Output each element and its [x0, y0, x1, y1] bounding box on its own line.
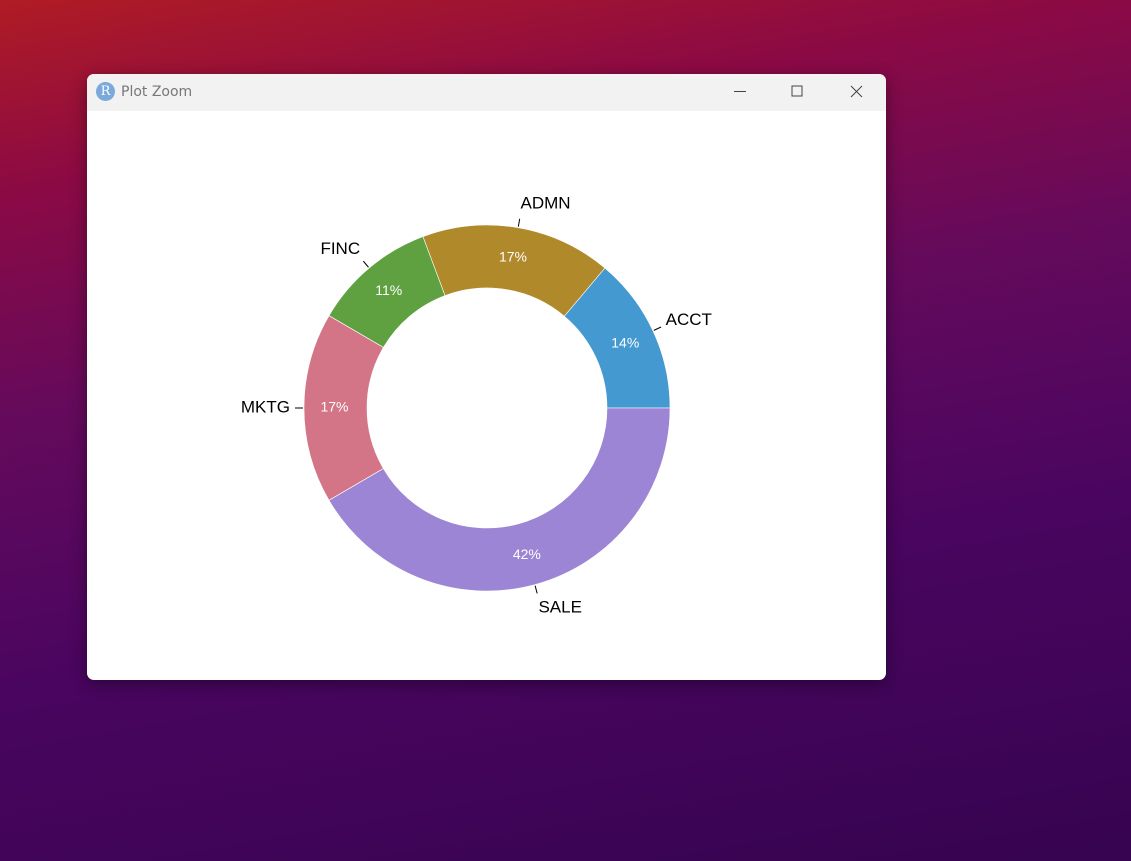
plot-window: R Plot Zoom 14% ACCT 17% ADMN 11% FINC 17% MKTG… — [87, 74, 886, 680]
value-label: 11% — [375, 282, 402, 298]
category-label: ACCT — [666, 310, 712, 329]
close-button[interactable] — [850, 85, 863, 98]
category-label: MKTG — [241, 397, 290, 416]
donut-slice — [328, 407, 671, 592]
value-label: 17% — [320, 399, 348, 415]
chart: 14% ACCT 17% ADMN 11% FINC 17% MKTG 42% SALE — [241, 194, 712, 617]
label-leader — [534, 585, 538, 594]
category-label: SALE — [538, 597, 581, 616]
window-controls — [734, 85, 863, 98]
label-leader — [517, 218, 521, 227]
value-label: 17% — [499, 248, 527, 264]
title-bar: R Plot Zoom — [87, 74, 886, 111]
app-icon: R — [96, 82, 115, 101]
maximize-button[interactable] — [791, 85, 803, 97]
category-label: ADMN — [521, 194, 571, 213]
category-label: FINC — [320, 239, 360, 258]
window-title: Plot Zoom — [121, 84, 193, 100]
label-leader — [653, 326, 662, 331]
value-label: 42% — [513, 546, 541, 562]
value-label: 14% — [611, 334, 639, 350]
label-leader — [362, 260, 369, 268]
